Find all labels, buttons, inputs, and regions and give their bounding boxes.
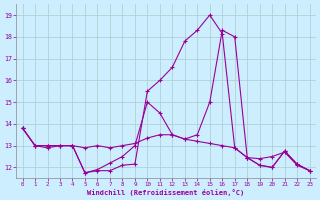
X-axis label: Windchill (Refroidissement éolien,°C): Windchill (Refroidissement éolien,°C) — [87, 189, 245, 196]
